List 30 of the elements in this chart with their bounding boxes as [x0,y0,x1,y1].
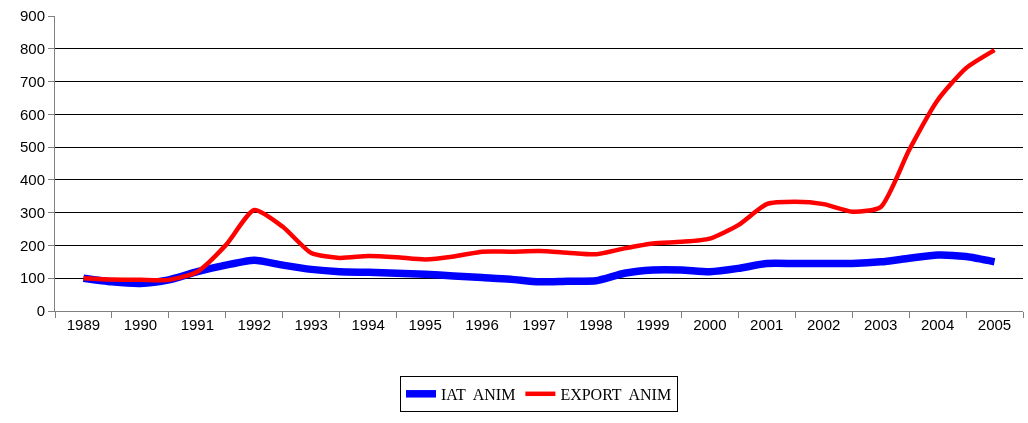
y-tick-label: 0 [36,302,45,320]
x-tick-label: 1999 [636,316,670,333]
x-tick-label: 1995 [408,316,442,333]
y-tick-label: 400 [19,171,45,189]
x-tick-label: 1989 [66,316,101,333]
y-tick-label: 900 [19,7,45,25]
y-tick-label: 300 [19,203,45,221]
x-tick-label: 2003 [863,316,898,333]
x-tick-label: 2005 [977,316,1012,333]
legend-label: IAT ANIM [441,386,516,404]
y-tick-label: 800 [19,40,45,58]
y-tick-label: 200 [19,236,45,254]
y-tick-label: 700 [19,72,45,90]
y-tick-label: 500 [19,138,45,156]
x-tick-label: 1991 [180,316,215,333]
x-tick-label: 2002 [807,316,841,333]
x-tick-label: 1994 [351,316,385,333]
x-tick-label: 2000 [693,316,727,333]
x-tick-label: 2004 [920,316,955,333]
x-tick-label: 1996 [465,316,499,333]
legend-label: EXPORT ANIM [560,386,672,404]
y-tick-label: 600 [19,105,45,123]
x-tick-label: 1993 [294,316,328,333]
line-series [81,47,997,283]
x-tick-label: 1990 [123,316,158,333]
y-tick-label: 100 [19,269,45,287]
x-tick-label: 1992 [237,316,271,333]
x-tick-label: 2001 [750,316,784,333]
x-tick-label: 1998 [579,316,613,333]
x-tick-label: 1997 [522,316,556,333]
